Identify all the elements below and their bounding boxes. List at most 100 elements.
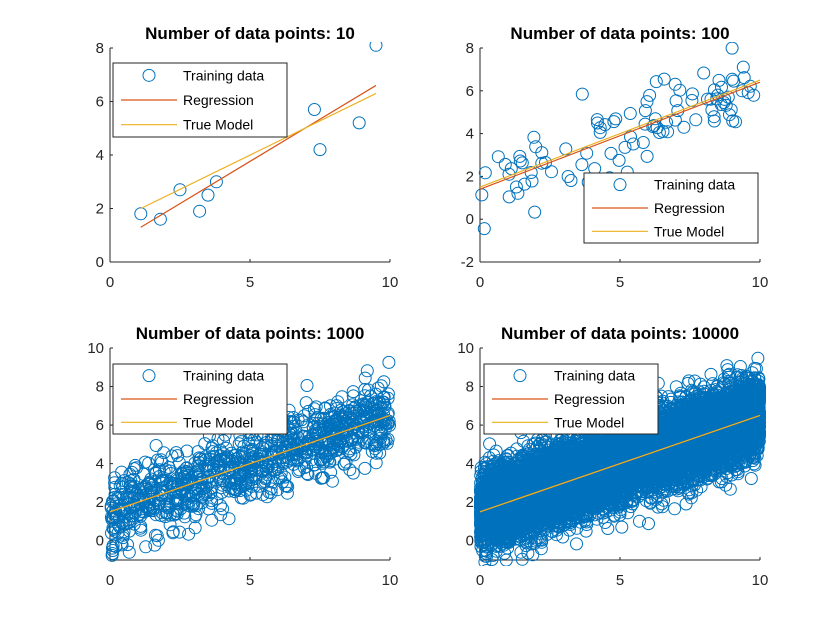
training-data-point: [109, 504, 123, 518]
training-data-point: [346, 466, 360, 480]
legend-training-data-label: Training data: [183, 67, 264, 83]
training-data-point: [209, 175, 223, 189]
training-data-point: [169, 446, 183, 460]
training-data-point: [249, 472, 263, 486]
x-tick-label: 5: [616, 572, 624, 589]
training-data-point: [528, 205, 542, 219]
training-data-point: [177, 469, 191, 483]
training-data-point: [207, 449, 221, 463]
legend-regression-label: Regression: [654, 200, 725, 216]
training-data-point: [727, 74, 741, 88]
x-tick-label: 0: [476, 274, 484, 291]
legend-regression-label: Regression: [183, 391, 254, 407]
training-data-point: [545, 165, 558, 179]
training-data-point: [215, 481, 229, 495]
training-data-point: [322, 455, 336, 469]
training-data-point: [640, 95, 654, 109]
training-data-point: [231, 480, 245, 494]
training-data-point: [250, 436, 264, 449]
training-data-point: [105, 526, 118, 540]
training-data-point: [669, 94, 683, 108]
training-data-point: [590, 113, 604, 127]
training-data-point: [234, 456, 248, 470]
training-data-point: [235, 445, 249, 459]
training-data-point: [671, 104, 685, 118]
training-data-point: [271, 483, 285, 497]
training-data-point: [527, 130, 541, 144]
training-data-point: [125, 465, 139, 479]
y-tick-label: 6: [96, 94, 104, 111]
training-data-point: [339, 417, 352, 430]
training-data-point: [513, 154, 527, 168]
training-data-points: [475, 42, 761, 236]
true-model-line: [140, 92, 377, 210]
training-data-point: [108, 476, 122, 490]
training-data-point: [306, 428, 320, 442]
training-data-point: [160, 501, 174, 515]
training-data-point: [270, 451, 284, 465]
training-data-point: [322, 434, 336, 448]
training-data-point: [335, 390, 349, 404]
training-data-point: [181, 498, 195, 512]
training-data-point: [163, 508, 177, 522]
legend-training-data-swatch: [142, 68, 156, 82]
training-data-point: [265, 475, 279, 489]
training-data-point: [280, 486, 294, 500]
training-data-point: [157, 465, 171, 479]
training-data-point: [146, 502, 160, 516]
x-tick-label: 0: [476, 572, 484, 589]
training-data-point: [300, 467, 314, 481]
training-data-point: [360, 364, 374, 378]
training-data-point: [609, 112, 623, 126]
training-data-point: [105, 512, 119, 526]
training-data-point: [274, 466, 288, 480]
training-data-point: [715, 80, 728, 94]
training-data-point: [191, 445, 205, 459]
training-data-point: [643, 88, 657, 102]
training-data-point: [707, 110, 721, 124]
training-data-point: [108, 480, 122, 494]
training-data-point: [209, 446, 223, 460]
training-data-point: [358, 461, 372, 475]
training-data-point: [478, 166, 492, 180]
subplot-100-points: Number of data points: 100 0 5 10-202468Tr…: [461, 24, 769, 291]
training-data-point: [141, 501, 154, 515]
training-data-point: [256, 475, 270, 489]
training-data-point: [112, 502, 126, 516]
training-data-point: [336, 426, 350, 440]
training-data-point: [249, 486, 263, 500]
training-data-point: [607, 115, 621, 129]
training-data-point: [513, 149, 527, 163]
training-data-point: [220, 452, 234, 466]
training-data-point: [649, 75, 663, 89]
regression-line: [479, 81, 761, 190]
true-model-line: [109, 414, 391, 513]
training-data-point: [636, 136, 650, 149]
training-data-point: [677, 120, 691, 134]
training-data-point: [296, 438, 310, 452]
x-tick-label: 10: [382, 572, 399, 589]
training-data-point: [376, 395, 390, 409]
training-data-point: [593, 125, 607, 139]
training-data-point: [381, 417, 395, 430]
training-data-point: [115, 476, 129, 490]
legend-true-model-label: True Model: [183, 414, 253, 430]
training-data-point: [365, 437, 379, 451]
training-data-point: [382, 355, 396, 369]
training-data-point: [260, 435, 274, 449]
training-data-point: [648, 112, 662, 126]
y-tick-label: 4: [96, 456, 104, 473]
training-data-point: [535, 146, 549, 160]
training-data-point: [148, 475, 162, 489]
training-data-point: [357, 435, 371, 449]
training-data-point: [149, 528, 162, 542]
training-data-point: [657, 72, 671, 86]
training-data-point: [198, 459, 212, 473]
training-data-point: [105, 548, 119, 562]
y-tick-label: 8: [466, 40, 474, 57]
training-data-point: [242, 437, 256, 451]
training-data-point: [109, 540, 123, 553]
training-data-point: [623, 107, 637, 120]
training-data-point: [369, 456, 383, 470]
training-data-point: [258, 474, 272, 488]
